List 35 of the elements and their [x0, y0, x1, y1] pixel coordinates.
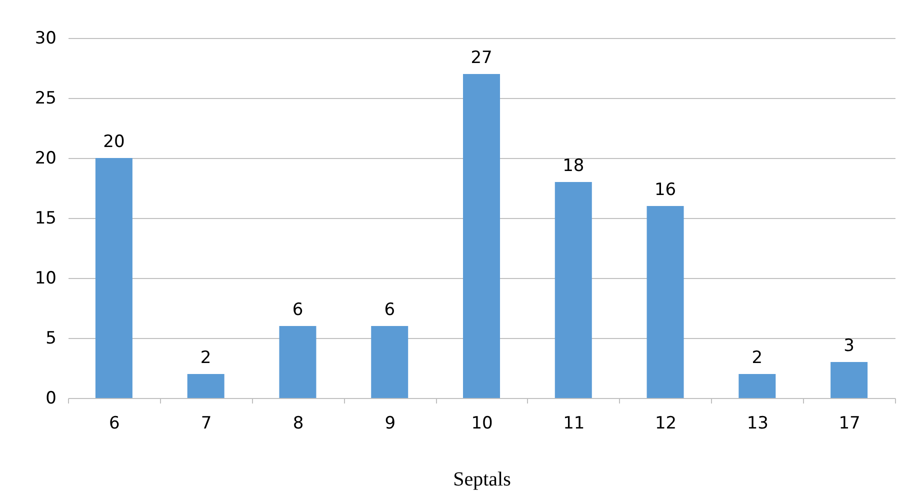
bar [279, 326, 316, 398]
x-tick-label: 17 [838, 414, 860, 434]
y-tick-label: 15 [34, 208, 56, 228]
data-label: 2 [752, 348, 763, 368]
data-label: 3 [844, 336, 854, 356]
bar [95, 158, 132, 398]
bar [463, 74, 500, 398]
data-label: 18 [562, 156, 584, 176]
y-tick-label: 0 [46, 388, 56, 408]
x-tick-label: 11 [563, 414, 585, 434]
x-tick-label: 9 [384, 414, 396, 434]
bar [830, 362, 868, 398]
data-label: 6 [292, 300, 304, 320]
bar [187, 374, 224, 398]
x-tick-label: 7 [200, 414, 212, 434]
bar [738, 374, 776, 398]
x-axis-title: Septals [453, 468, 512, 490]
data-label: 27 [470, 48, 492, 68]
data-label: 2 [200, 348, 212, 368]
x-tick-label: 8 [292, 414, 304, 434]
data-label: 6 [384, 300, 396, 320]
x-tick-label: 6 [109, 414, 120, 434]
data-label: 20 [103, 132, 125, 152]
bar [554, 182, 592, 398]
y-tick-label: 5 [46, 328, 56, 348]
data-label: 16 [654, 180, 676, 200]
y-tick-label: 25 [34, 88, 56, 108]
y-tick-label: 30 [34, 28, 56, 48]
bar [371, 326, 408, 398]
bar [646, 206, 684, 398]
x-tick-label: 10 [471, 414, 493, 434]
x-tick-label: 13 [746, 414, 768, 434]
x-tick-label: 12 [654, 414, 677, 434]
y-tick-label: 20 [34, 148, 56, 168]
y-tick-label: 10 [34, 268, 56, 288]
